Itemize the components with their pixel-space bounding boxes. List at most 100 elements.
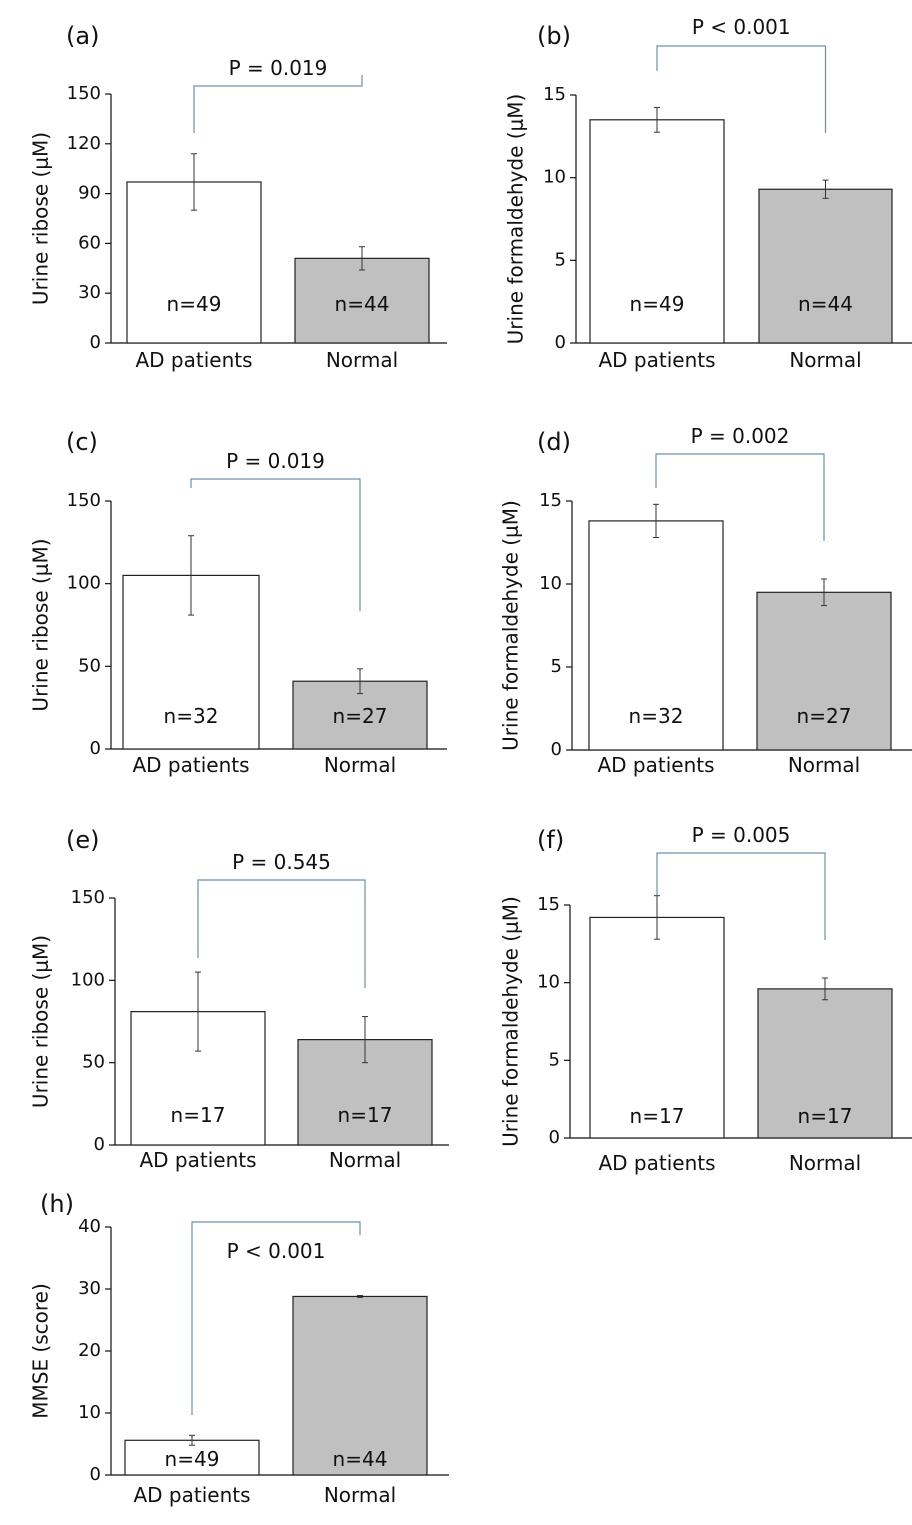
sample-size-label: n=44 — [335, 292, 390, 316]
y-axis-title: Urine formaldehyde (μM) — [499, 500, 523, 751]
y-tick-label: 10 — [537, 972, 560, 993]
y-axis-title: MMSE (score) — [29, 1283, 53, 1419]
y-tick-label: 15 — [537, 894, 560, 915]
y-tick-label: 5 — [555, 249, 566, 270]
p-value-label: P = 0.002 — [691, 424, 790, 448]
y-tick-label: 40 — [78, 1216, 101, 1237]
y-tick-label: 150 — [67, 83, 101, 104]
y-tick-label: 50 — [78, 655, 101, 676]
y-tick-label: 5 — [551, 656, 562, 677]
x-tick-label: AD patients — [133, 1483, 250, 1507]
sample-size-label: n=17 — [798, 1104, 853, 1128]
y-tick-label: 90 — [78, 183, 101, 204]
sample-size-label: n=49 — [630, 292, 685, 316]
panel-f: (f) Urine formaldehyde (μM) 0 5 10 15 n=17 AD p… — [499, 823, 912, 1175]
sample-size-label: n=17 — [171, 1103, 226, 1127]
y-axis-title: Urine formaldehyde (μM) — [499, 896, 523, 1147]
y-tick-label: 0 — [551, 739, 562, 760]
x-tick-label: AD patients — [598, 1151, 715, 1175]
x-tick-label: AD patients — [135, 348, 252, 372]
y-tick-label: 0 — [90, 738, 101, 759]
sample-size-label: n=49 — [167, 292, 222, 316]
bar-ad-patients — [124, 1439, 260, 1476]
significance-bracket — [190, 478, 361, 611]
significance-bracket — [193, 75, 363, 133]
significance-bracket — [656, 852, 826, 940]
x-tick-label: Normal — [788, 753, 860, 777]
y-tick-label: 120 — [67, 133, 101, 154]
bar-normal — [756, 591, 892, 751]
y-tick-label: 100 — [71, 969, 105, 990]
x-tick-label: AD patients — [597, 753, 714, 777]
panel-label: (e) — [66, 826, 100, 854]
y-tick-label: 10 — [543, 167, 566, 188]
significance-bracket — [656, 45, 827, 133]
y-tick-label: 150 — [71, 887, 105, 908]
bar-ad-patients — [588, 520, 724, 751]
panel-b: (b) Urine formaldehyde (μM) 0 5 10 15 n=49 AD p… — [504, 15, 912, 372]
bar-normal — [292, 1295, 428, 1476]
x-tick-label: Normal — [329, 1148, 401, 1172]
sample-size-label: n=44 — [798, 292, 853, 316]
sample-size-label: n=17 — [630, 1104, 685, 1128]
significance-bracket — [197, 879, 366, 988]
y-tick-label: 100 — [67, 573, 101, 594]
sample-size-label: n=27 — [797, 704, 852, 728]
significance-bracket — [655, 453, 825, 541]
y-tick-label: 0 — [90, 332, 101, 353]
x-tick-label: Normal — [324, 1483, 396, 1507]
panel-e: (e) Urine ribose (μM) 0 50 100 150 n=17 AD pati… — [29, 826, 449, 1172]
panel-h: (h) MMSE (score) 0 10 20 30 40 n=49 AD patients n… — [29, 1190, 449, 1507]
y-tick-label: 0 — [549, 1127, 560, 1148]
y-tick-label: 15 — [539, 490, 562, 511]
y-tick-label: 150 — [67, 490, 101, 511]
sample-size-label: n=27 — [333, 704, 388, 728]
y-tick-label: 60 — [78, 232, 101, 253]
bar-ad-patients — [589, 916, 725, 1139]
sample-size-label: n=32 — [629, 704, 684, 728]
y-axis-title: Urine ribose (μM) — [29, 132, 53, 305]
panel-label: (h) — [40, 1190, 74, 1218]
panel-d: (d) Urine formaldehyde (μM) 0 5 10 15 n=32 AD p… — [499, 424, 912, 777]
x-tick-label: Normal — [789, 1151, 861, 1175]
x-tick-label: AD patients — [598, 348, 715, 372]
x-tick-label: Normal — [789, 348, 861, 372]
p-value-label: P = 0.545 — [232, 850, 331, 874]
panel-label: (a) — [66, 22, 99, 50]
y-axis-title: Urine formaldehyde (μM) — [504, 94, 528, 345]
sample-size-label: n=49 — [165, 1447, 220, 1471]
significance-bracket — [191, 1221, 361, 1415]
panel-a: (a) Urine ribose (μM) 0 30 60 90 120 150 n=49 AD … — [29, 22, 447, 372]
p-value-label: P < 0.001 — [692, 15, 791, 39]
panel-label: (f) — [537, 826, 564, 854]
y-tick-label: 30 — [78, 1278, 101, 1299]
x-tick-label: Normal — [324, 753, 396, 777]
y-axis-title: Urine ribose (μM) — [29, 538, 53, 711]
y-tick-label: 20 — [78, 1340, 101, 1361]
sample-size-label: n=17 — [338, 1103, 393, 1127]
x-tick-label: AD patients — [132, 753, 249, 777]
y-tick-label: 0 — [94, 1134, 105, 1155]
bar-normal — [758, 188, 893, 344]
y-tick-label: 10 — [78, 1402, 101, 1423]
panel-c: (c) Urine ribose (μM) 0 50 100 150 n=32 AD pati… — [29, 428, 447, 777]
x-tick-label: AD patients — [139, 1148, 256, 1172]
y-tick-label: 10 — [539, 573, 562, 594]
panel-label: (d) — [537, 428, 571, 456]
y-tick-label: 15 — [543, 84, 566, 105]
y-tick-label: 30 — [78, 282, 101, 303]
y-axis-title: Urine ribose (μM) — [29, 935, 53, 1108]
y-tick-label: 0 — [555, 332, 566, 353]
panel-label: (b) — [537, 22, 571, 50]
sample-size-label: n=32 — [164, 704, 219, 728]
p-value-label: P < 0.001 — [227, 1239, 326, 1263]
sample-size-label: n=44 — [333, 1447, 388, 1471]
bar-ad-patients — [589, 119, 725, 344]
y-tick-label: 50 — [82, 1052, 105, 1073]
panel-label: (c) — [66, 428, 98, 456]
p-value-label: P = 0.019 — [226, 449, 325, 473]
y-tick-label: 0 — [90, 1464, 101, 1485]
x-tick-label: Normal — [326, 348, 398, 372]
bar-normal — [757, 988, 893, 1139]
